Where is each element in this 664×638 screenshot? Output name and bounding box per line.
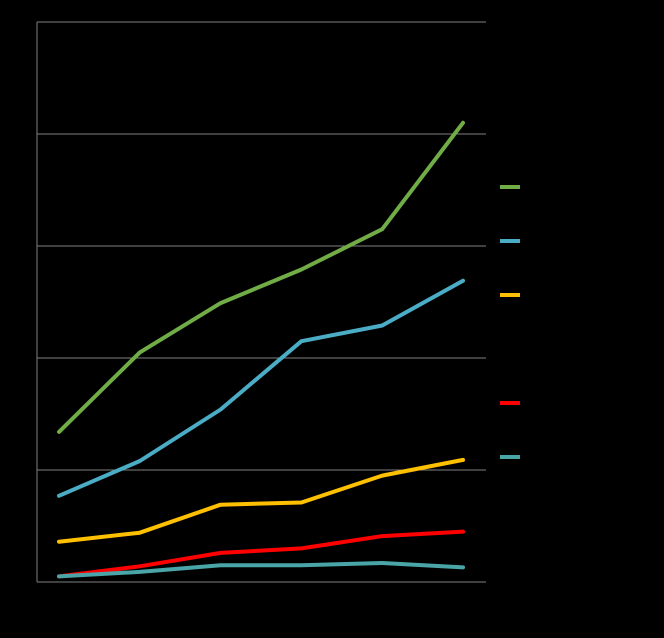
series-line-2 [57, 278, 465, 498]
series-line-1 [57, 120, 465, 434]
series-line-4 [57, 529, 465, 579]
series-line-3 [57, 457, 465, 544]
series-lines [57, 120, 465, 579]
series-line-5 [57, 561, 465, 579]
axes [36, 22, 486, 583]
legend [500, 185, 520, 459]
